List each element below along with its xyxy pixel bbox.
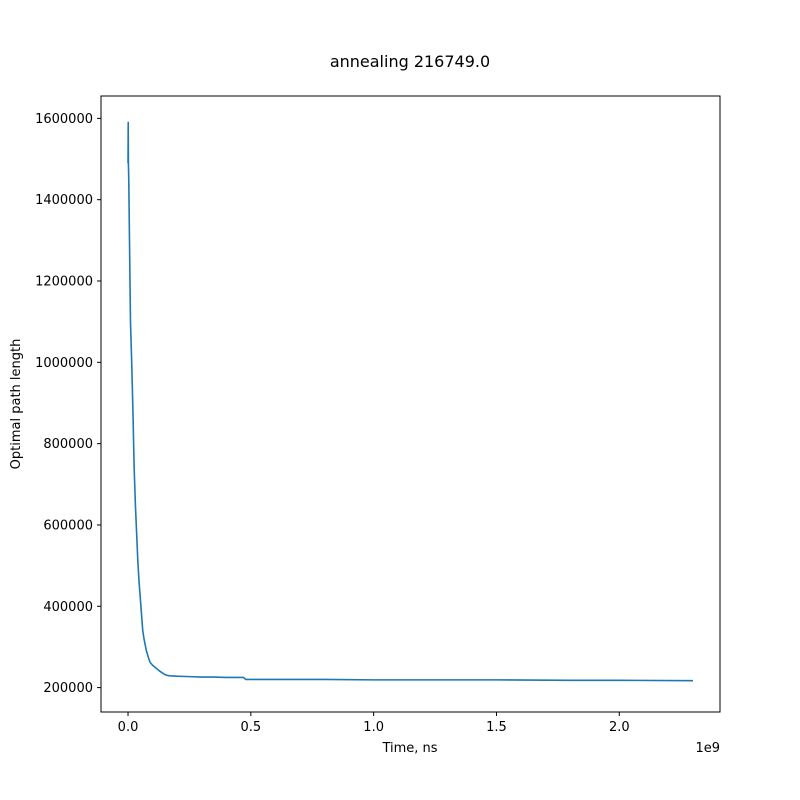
y-tick-label: 400000 (43, 600, 93, 615)
y-tick-label: 800000 (43, 437, 93, 452)
chart-title: annealing 216749.0 (330, 52, 490, 71)
series-layer (127, 121, 693, 682)
x-tick-label: 2.0 (609, 720, 630, 735)
x-tick-label: 0.5 (240, 720, 261, 735)
y-axis-ticks: 200000 400000 600000 800000 1000000 1200000 14… (35, 112, 101, 696)
y-tick-label: 1600000 (35, 112, 93, 127)
x-axis-label: Time, ns (381, 741, 437, 756)
x-tick-label: 1.0 (363, 720, 384, 735)
plot-frame (100, 95, 721, 713)
y-axis-label: Optimal path length (9, 339, 24, 470)
y-tick-label: 1000000 (35, 356, 93, 371)
y-tick-label: 600000 (43, 518, 93, 533)
x-axis-offset-label: 1e9 (695, 741, 720, 756)
y-tick-label: 1400000 (35, 193, 93, 208)
x-tick-label: 0.0 (118, 720, 139, 735)
y-tick-label: 1200000 (35, 275, 93, 290)
x-axis-ticks: 0.0 0.5 1.0 1.5 2.0 (118, 712, 630, 735)
plot-area (100, 95, 721, 713)
y-tick-label: 200000 (43, 681, 93, 696)
series-line-0 (127, 121, 693, 682)
x-tick-label: 1.5 (486, 720, 507, 735)
